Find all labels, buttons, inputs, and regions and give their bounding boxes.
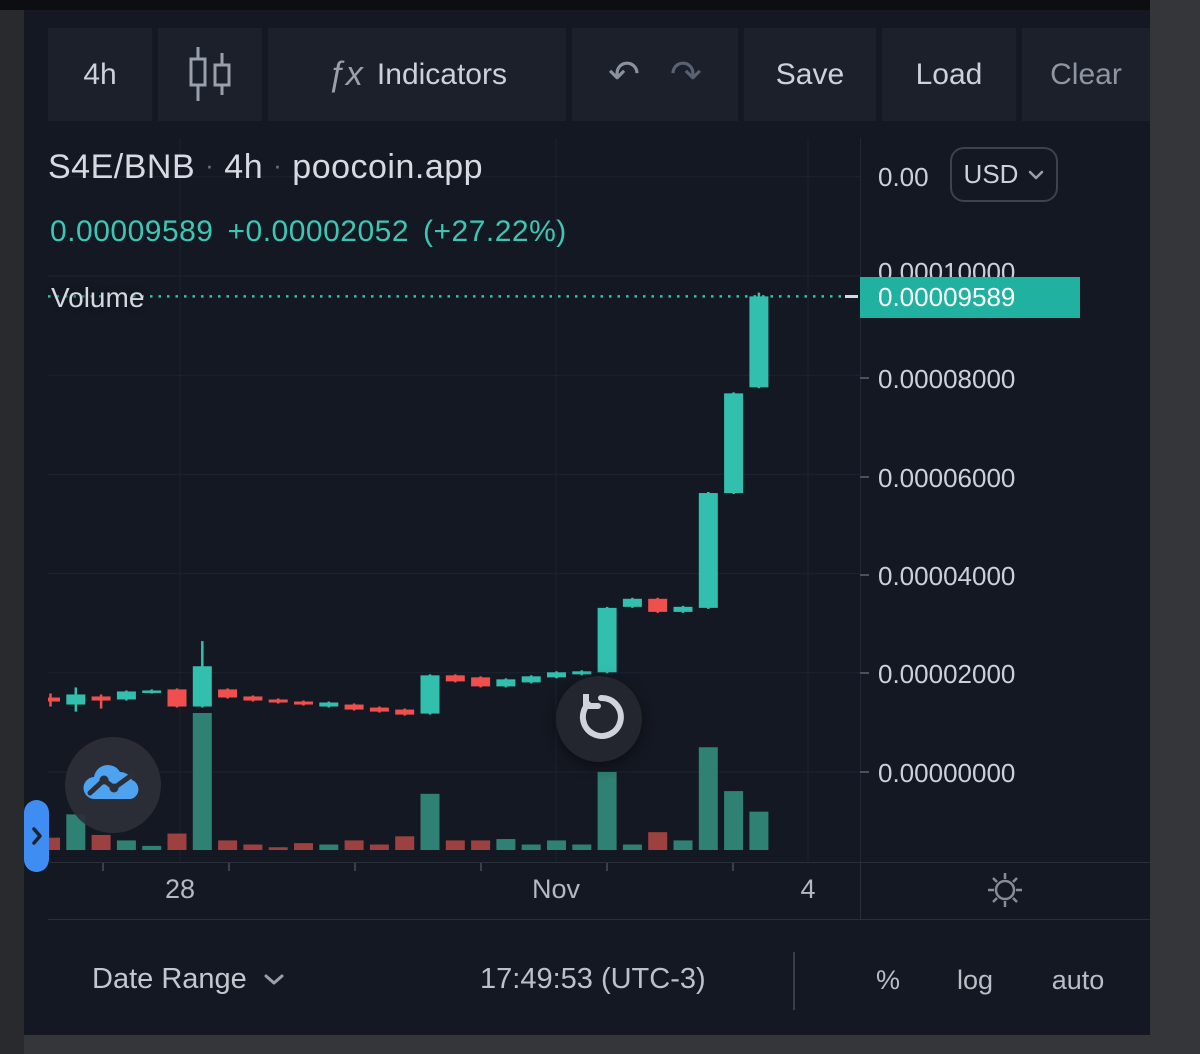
axis-label: 0.00000000: [878, 758, 1016, 788]
change-pct-text: (+27.22%): [423, 215, 567, 248]
axis-label: 0.00002000: [878, 659, 1016, 689]
clock-timezone-button[interactable]: 17:49:53 (UTC-3): [480, 963, 706, 995]
date-range-label: Date Range: [92, 963, 247, 995]
top-frame-strip: [0, 0, 1150, 10]
auto-scale-button[interactable]: auto: [1051, 965, 1105, 995]
time-label: 28: [164, 874, 196, 904]
time-axis-settings-button[interactable]: [976, 861, 1034, 919]
left-frame-strip: [0, 10, 24, 1054]
indicators-button[interactable]: ƒx Indicators: [268, 28, 566, 121]
log-scale-button[interactable]: log: [956, 965, 994, 995]
reset-chart-button[interactable]: [556, 676, 642, 762]
sun-gear-icon: [983, 868, 1027, 912]
clear-label: Clear: [1050, 57, 1122, 91]
symbol-provider: poocoin.app: [292, 148, 484, 186]
poocoin-logo: [65, 737, 161, 833]
volume-legend[interactable]: Volume: [51, 282, 145, 313]
save-label: Save: [775, 57, 845, 91]
refresh-icon: [574, 694, 624, 744]
chart-style-button[interactable]: [158, 28, 262, 121]
time-axis[interactable]: [48, 862, 1150, 920]
side-panel-toggle[interactable]: [24, 800, 49, 872]
load-button[interactable]: Load: [882, 28, 1016, 121]
fx-icon: ƒx: [327, 55, 363, 93]
symbol-interval: 4h: [224, 148, 264, 186]
last-price-badge: 0.00009589: [860, 277, 1080, 318]
axis-label: 0.00004000: [878, 561, 1016, 591]
price-axis-divider: [860, 138, 861, 920]
currency-dropdown[interactable]: USD: [950, 147, 1058, 202]
change-abs-text: +0.00002052: [227, 215, 410, 248]
price-chart[interactable]: [48, 138, 860, 862]
last-price-text: 0.00009589: [50, 215, 214, 248]
last-price-tick: [845, 295, 858, 298]
chevron-down-icon: [263, 973, 285, 986]
percent-scale-button[interactable]: %: [875, 965, 901, 995]
undo-redo-group: ↶ ↷: [572, 28, 738, 121]
axis-label: 0.00008000: [878, 364, 1016, 394]
chevron-right-icon: [31, 826, 43, 846]
bottom-toolbar: [48, 920, 1150, 1035]
price-change-line: 0.00009589 +0.00002052 (+27.22%): [50, 215, 581, 249]
time-label: 4: [800, 874, 816, 904]
currency-label: USD: [963, 159, 1019, 189]
candlestick-icon: [187, 46, 233, 103]
undo-icon[interactable]: ↶: [608, 54, 640, 96]
axis-label-partial: 0.00: [878, 162, 929, 192]
interval-button[interactable]: 4h: [48, 28, 152, 121]
axis-label: 0.00006000: [878, 463, 1016, 493]
save-button[interactable]: Save: [744, 28, 876, 121]
footer-divider: [793, 952, 795, 1010]
chevron-down-icon: [1028, 170, 1044, 180]
indicators-label: Indicators: [376, 57, 507, 91]
date-range-button[interactable]: Date Range: [92, 963, 285, 996]
cloud-chart-icon: [82, 762, 144, 808]
price-axis[interactable]: [861, 138, 1150, 862]
symbol-title: S4E/BNB · 4h · poocoin.app: [48, 148, 484, 186]
symbol-name: S4E/BNB: [48, 148, 196, 186]
clear-button[interactable]: Clear: [1022, 28, 1150, 121]
axis-corner-divider: [860, 862, 861, 920]
load-label: Load: [915, 57, 983, 91]
time-label: Nov: [531, 874, 581, 904]
interval-label: 4h: [83, 57, 117, 91]
redo-icon[interactable]: ↷: [670, 54, 702, 96]
